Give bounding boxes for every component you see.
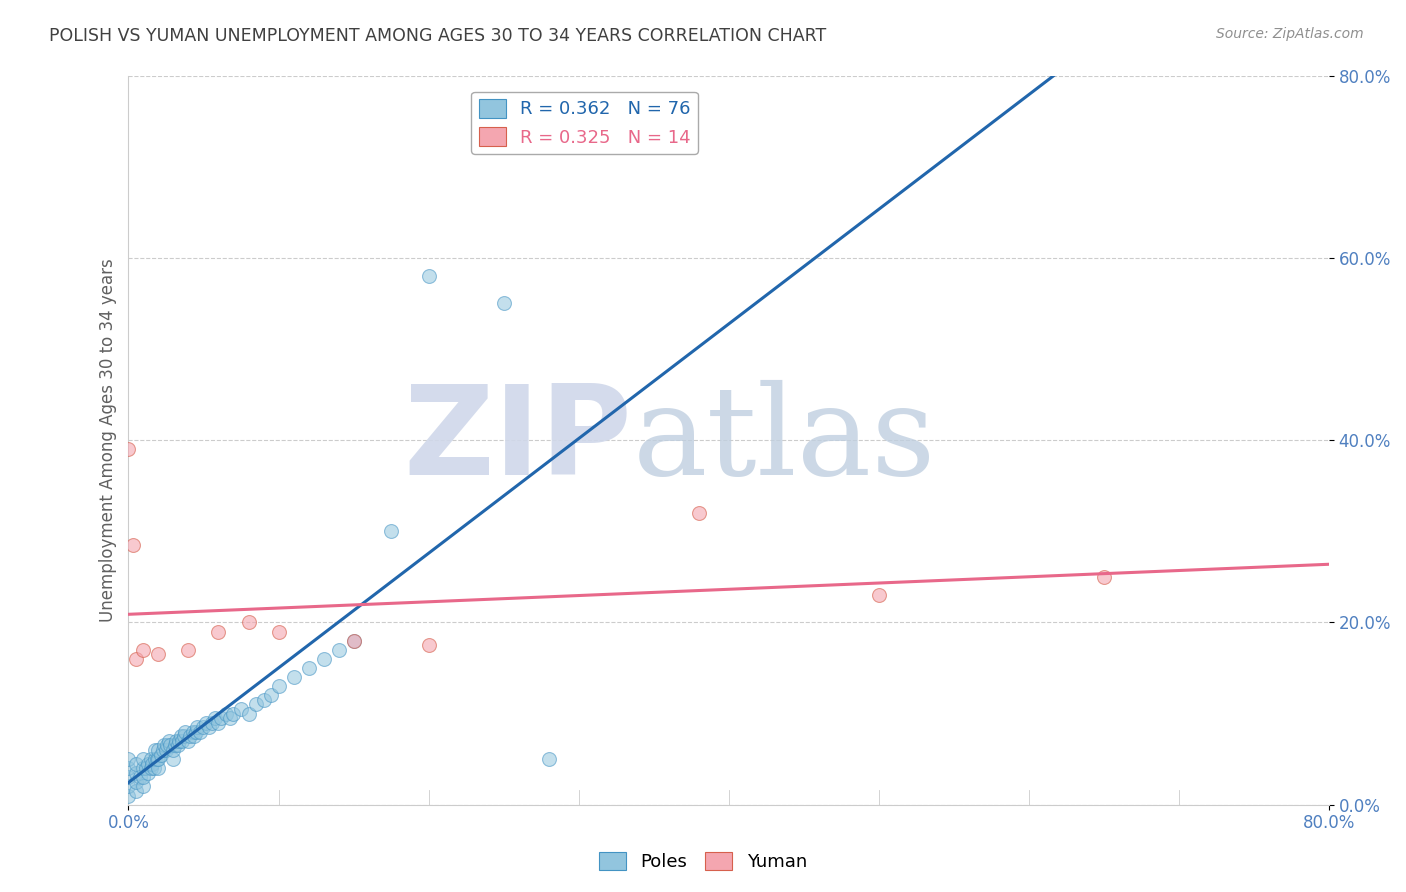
Point [166,734,188,748]
Point [418,268,440,283]
Point [260,688,283,702]
Point [252,693,274,707]
Point [125,775,148,789]
Point [1092,570,1115,584]
Point [215,706,238,721]
Point [125,784,148,798]
Point [283,670,305,684]
Point [125,765,148,780]
Point [297,661,319,675]
Point [173,729,195,743]
Point [190,724,212,739]
Point [153,739,176,753]
Point [155,743,177,757]
Point [136,756,159,771]
Text: POLISH VS YUMAN UNEMPLOYMENT AMONG AGES 30 TO 34 YEARS CORRELATION CHART: POLISH VS YUMAN UNEMPLOYMENT AMONG AGES … [49,27,827,45]
Point [238,706,260,721]
Point [184,724,207,739]
Point [169,734,191,748]
Point [148,648,170,662]
Point [146,752,169,766]
Point [868,588,890,602]
Point [162,752,184,766]
Point [342,633,364,648]
Point [312,652,335,666]
Point [267,679,290,693]
Point [145,743,167,757]
Point [139,752,162,766]
Point [148,752,170,766]
Point [156,739,179,753]
Text: ZIP: ZIP [404,380,633,500]
Point [167,739,190,753]
Point [170,729,193,743]
Point [117,780,139,794]
Point [159,739,181,753]
Point [492,296,515,310]
Point [157,734,180,748]
Point [150,747,173,762]
Point [418,638,440,652]
Point [186,720,208,734]
Point [204,711,226,725]
Point [117,442,139,457]
Point [141,756,163,771]
Point [136,765,159,780]
Point [143,761,166,775]
Point [132,780,155,794]
Point [148,761,170,775]
Point [229,702,252,716]
Point [207,624,229,639]
Point [145,752,167,766]
Point [163,739,186,753]
Point [537,752,560,766]
Point [125,652,148,666]
Point [117,752,139,766]
Point [174,724,197,739]
Point [207,715,229,730]
Point [117,761,139,775]
Point [238,615,260,630]
Point [179,729,201,743]
Point [132,761,155,775]
Point [380,524,402,539]
Text: Source: ZipAtlas.com: Source: ZipAtlas.com [1216,27,1364,41]
Point [342,633,364,648]
Point [172,734,194,748]
Point [129,770,152,784]
Point [245,698,267,712]
Point [201,715,224,730]
Point [211,711,233,725]
Point [132,642,155,657]
Point [222,706,245,721]
Y-axis label: Unemployment Among Ages 30 to 34 years: Unemployment Among Ages 30 to 34 years [100,258,117,622]
Point [162,743,184,757]
Point [193,720,215,734]
Point [132,770,155,784]
Point [181,724,204,739]
Point [122,538,145,552]
Point [125,756,148,771]
Point [132,752,155,766]
Point [183,729,205,743]
Point [219,711,242,725]
Point [267,624,290,639]
Point [139,761,162,775]
Text: atlas: atlas [633,380,936,500]
Legend: R = 0.362   N = 76, R = 0.325   N = 14: R = 0.362 N = 76, R = 0.325 N = 14 [471,92,697,154]
Point [328,642,350,657]
Point [195,715,218,730]
Point [152,743,174,757]
Point [148,743,170,757]
Point [117,770,139,784]
Point [177,642,200,657]
Point [117,789,139,803]
Point [177,734,200,748]
Point [688,506,710,520]
Point [135,761,157,775]
Legend: Poles, Yuman: Poles, Yuman [592,845,814,879]
Point [198,720,221,734]
